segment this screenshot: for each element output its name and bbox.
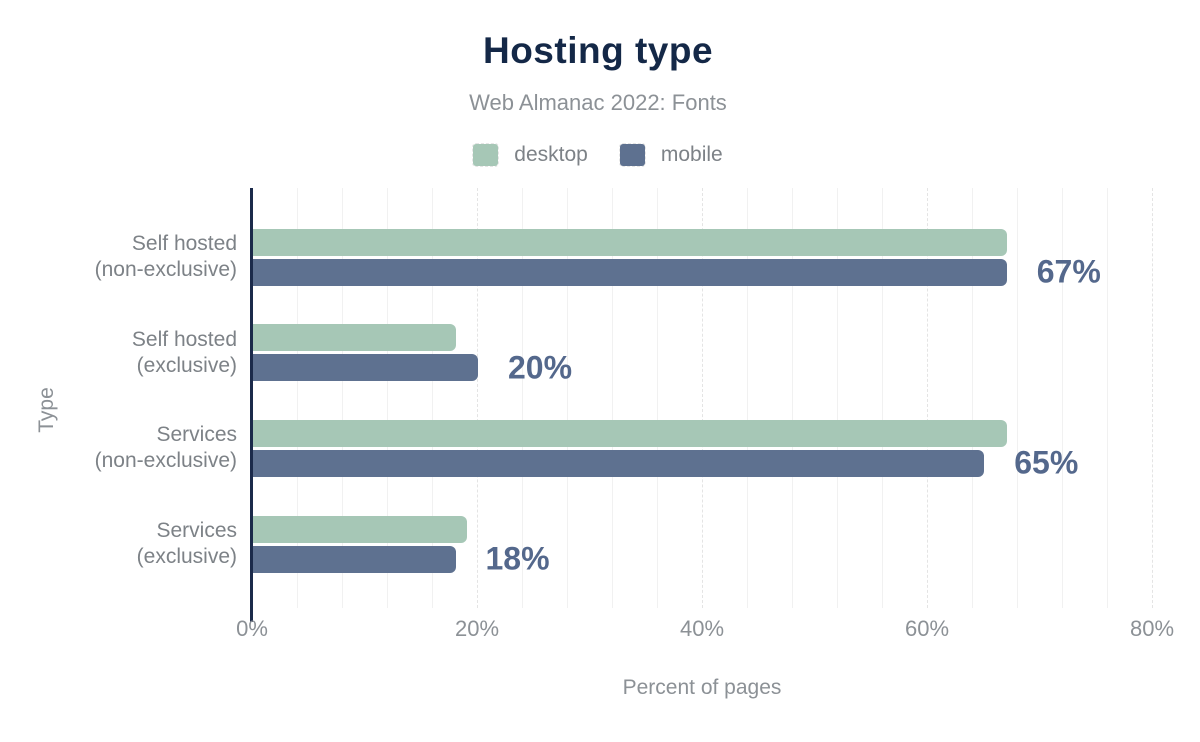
gridline — [1152, 188, 1153, 608]
category-label-2: Self hosted (exclusive) — [0, 327, 237, 379]
category-label-line: (non-exclusive) — [94, 449, 237, 473]
category-label-4: Services (exclusive) — [0, 518, 237, 570]
x-tick-0%: 0% — [236, 616, 268, 641]
gridline — [1017, 188, 1018, 608]
gridline — [747, 188, 748, 608]
chart-title: Hosting type — [482, 30, 714, 71]
gridline — [702, 188, 703, 608]
gridline — [342, 188, 343, 608]
bar-mobile-2 — [253, 354, 478, 382]
category-label-line: (exclusive) — [136, 353, 237, 377]
category-label-line: Self hosted — [131, 327, 237, 351]
bar-mobile-4 — [253, 545, 456, 573]
gridline — [387, 188, 388, 608]
mobile-swatch-icon — [618, 143, 646, 167]
category-label-1: Self hosted (non-exclusive) — [0, 231, 237, 283]
legend-label-mobile: mobile — [660, 143, 723, 166]
bar-desktop-4 — [253, 515, 467, 543]
gridline — [972, 188, 973, 608]
gridline — [567, 188, 568, 608]
gridline — [1107, 188, 1108, 608]
bar-mobile-1 — [253, 258, 1007, 286]
gridline — [657, 188, 658, 608]
value-label-1: 67% — [1036, 253, 1101, 290]
x-tick-60%: 60% — [904, 616, 950, 641]
x-tick-80%: 80% — [1129, 616, 1175, 641]
legend-item-mobile: mobile — [618, 143, 723, 167]
bar-desktop-2 — [253, 324, 456, 352]
gridline — [522, 188, 523, 608]
legend: desktop mobile — [0, 143, 1196, 167]
x-axis-ticks: 0% 20% 40% 60% 80% — [0, 616, 1200, 644]
category-label-3: Services (non-exclusive) — [0, 422, 237, 474]
value-label-2: 20% — [508, 349, 573, 386]
gridline — [1062, 188, 1063, 608]
gridline — [792, 188, 793, 608]
desktop-swatch-icon — [472, 143, 500, 167]
category-label-line: Services — [156, 423, 237, 447]
value-label-3: 65% — [1014, 444, 1079, 481]
category-label-line: (exclusive) — [136, 545, 237, 568]
bar-desktop-3 — [253, 419, 1007, 447]
value-label-4: 18% — [485, 540, 550, 577]
category-label-line: Self hosted — [131, 232, 237, 255]
bar-mobile-3 — [253, 449, 985, 477]
chart-subtitle: Web Almanac 2022: Fonts — [469, 90, 727, 115]
plot-area: 67% 20% 65% 18% — [253, 188, 1190, 608]
x-tick-20%: 20% — [454, 616, 500, 641]
y-axis-line — [250, 188, 253, 622]
x-tick-40%: 40% — [679, 616, 725, 641]
category-labels: Self hosted (non-exclusive) Self hosted (ex… — [0, 188, 237, 608]
gridline — [837, 188, 838, 608]
gridline — [882, 188, 883, 608]
gridline — [297, 188, 298, 608]
legend-label-desktop: desktop — [514, 143, 588, 166]
y-axis-title: Type — [34, 387, 58, 433]
gridline — [612, 188, 613, 608]
gridline — [432, 188, 433, 608]
gridline — [477, 188, 478, 608]
category-label-line: Services — [156, 519, 237, 542]
bar-desktop-1 — [253, 228, 1007, 256]
legend-item-desktop: desktop — [472, 143, 588, 167]
category-label-line: (non-exclusive) — [94, 258, 237, 281]
x-axis-title: Percent of pages — [622, 676, 782, 699]
gridline — [927, 188, 928, 608]
